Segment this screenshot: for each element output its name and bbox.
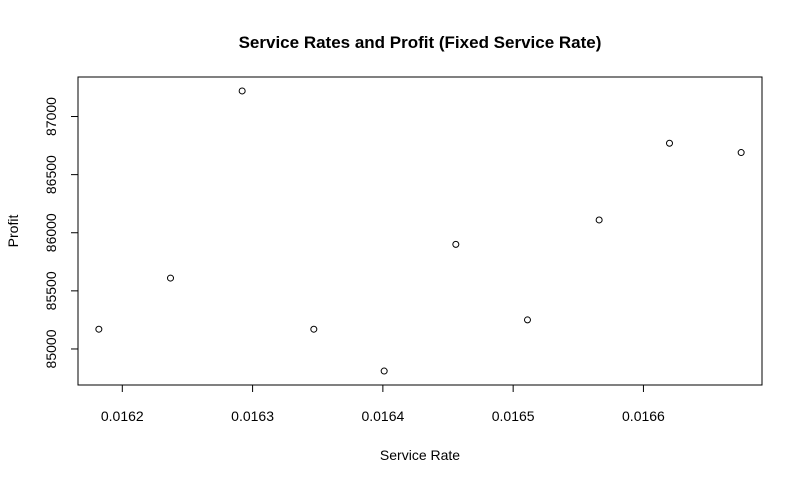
x-axis: 0.0162 0.0163 0.0164 0.0165 0.0166 xyxy=(101,384,665,424)
data-point xyxy=(310,325,318,333)
y-axis: 85000 85500 86000 86500 87000 xyxy=(43,97,79,368)
chart-title: Service Rates and Profit (Fixed Service … xyxy=(239,33,602,52)
data-point xyxy=(167,274,175,282)
data-point xyxy=(595,216,603,224)
x-axis-title: Service Rate xyxy=(380,447,460,463)
data-point xyxy=(737,149,745,157)
data-point xyxy=(523,316,531,324)
x-tick-label: 0.0163 xyxy=(231,408,274,424)
data-point xyxy=(380,367,388,375)
y-tick-label: 85000 xyxy=(43,329,59,368)
data-point xyxy=(238,87,246,95)
data-points xyxy=(95,87,745,375)
y-tick-label: 86500 xyxy=(43,155,59,194)
x-tick-label: 0.0164 xyxy=(361,408,404,424)
data-point xyxy=(665,139,673,147)
x-tick-label: 0.0162 xyxy=(101,408,144,424)
y-axis-title: Profit xyxy=(5,215,21,248)
x-tick-label: 0.0166 xyxy=(622,408,665,424)
plot-frame xyxy=(77,76,763,386)
data-point xyxy=(452,240,460,248)
x-tick-label: 0.0165 xyxy=(492,408,535,424)
y-tick-label: 85500 xyxy=(43,271,59,310)
data-point xyxy=(95,325,103,333)
y-tick-label: 86000 xyxy=(43,213,59,252)
y-tick-label: 87000 xyxy=(43,97,59,136)
